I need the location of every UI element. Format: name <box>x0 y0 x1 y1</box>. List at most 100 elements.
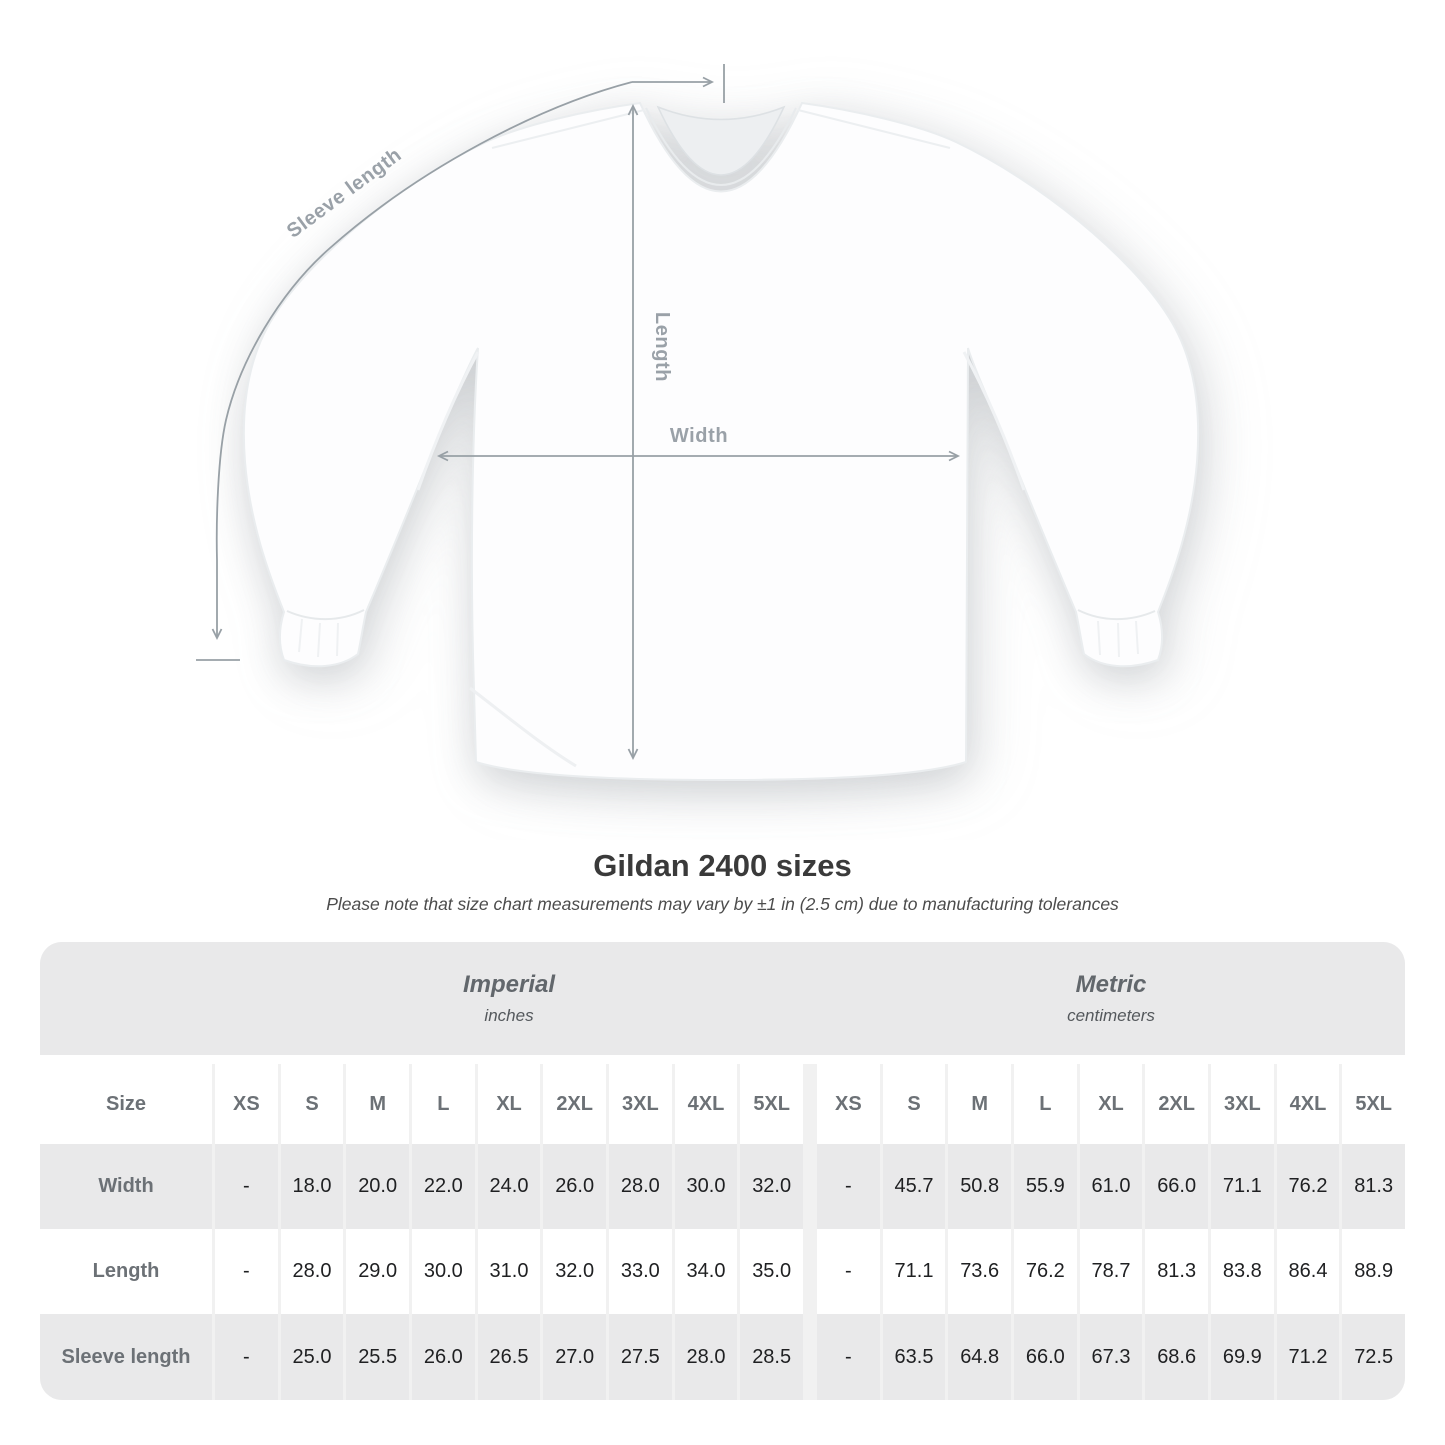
table-cell: 28.5 <box>740 1314 803 1400</box>
sleeve-length-arrow-diagonal <box>211 81 633 641</box>
table-cell: 22.0 <box>412 1144 475 1229</box>
long-sleeve-shirt-diagram: Sleeve length Length Width <box>196 64 1200 782</box>
size-header-imperial: S <box>280 1064 344 1144</box>
table-cell: 27.5 <box>609 1314 672 1400</box>
table-cell: - <box>215 1229 278 1314</box>
table-cell: 32.0 <box>543 1229 606 1314</box>
size-header-imperial: 4XL <box>674 1064 738 1144</box>
table-cell: - <box>817 1314 880 1400</box>
table-cell: 66.0 <box>1145 1144 1208 1229</box>
table-cell: 28.0 <box>674 1314 738 1400</box>
size-header-metric: 3XL <box>1211 1064 1274 1144</box>
table-cell: 26.0 <box>543 1144 606 1229</box>
table-cell: 81.3 <box>1342 1144 1405 1229</box>
row-label-sleeve-length: Sleeve length <box>40 1314 212 1400</box>
band-separator <box>40 1055 1405 1064</box>
row-label-length: Length <box>40 1229 212 1314</box>
table-cell: 64.8 <box>948 1314 1011 1400</box>
size-column-header: Size <box>40 1064 212 1144</box>
imperial-group-header: Imperial inches <box>215 942 803 1055</box>
table-cell: 32.0 <box>740 1144 803 1229</box>
size-chart-table: Imperial inches Metric centimeters Size … <box>40 942 1405 1400</box>
table-cell: - <box>817 1229 880 1314</box>
table-cell: - <box>215 1144 278 1229</box>
table-cell: 35.0 <box>740 1229 803 1314</box>
measurement-annotations <box>196 64 961 761</box>
table-cell: 71.2 <box>1276 1314 1340 1400</box>
size-header-imperial: 5XL <box>740 1064 803 1144</box>
table-cell: 27.0 <box>543 1314 606 1400</box>
table-cell: 29.0 <box>346 1229 409 1314</box>
shoulder-seam-left <box>491 109 645 149</box>
table-cell: 33.0 <box>609 1229 672 1314</box>
table-cell: 18.0 <box>280 1144 344 1229</box>
table-cell: 73.6 <box>948 1229 1011 1314</box>
table-cell: 88.9 <box>1342 1229 1405 1314</box>
metric-unit: centimeters <box>1067 1006 1155 1025</box>
table-cell: 25.0 <box>280 1314 344 1400</box>
size-header-imperial: 2XL <box>543 1064 606 1144</box>
table-cell: 78.7 <box>1079 1229 1143 1314</box>
table-cell: 28.0 <box>609 1144 672 1229</box>
size-header-metric: S <box>882 1064 946 1144</box>
cuff-ribs-left <box>298 618 339 658</box>
table-cell: 63.5 <box>882 1314 946 1400</box>
size-header-imperial: XL <box>477 1064 541 1144</box>
size-header-metric: XS <box>817 1064 880 1144</box>
size-header-metric: 5XL <box>1342 1064 1405 1144</box>
size-header-imperial: M <box>346 1064 409 1144</box>
collar-seam <box>645 107 797 186</box>
table-cell: 69.9 <box>1211 1314 1274 1400</box>
table-cell: 45.7 <box>882 1144 946 1229</box>
length-label: Length <box>651 312 673 382</box>
size-header-metric: XL <box>1079 1064 1143 1144</box>
collar-opening <box>656 105 786 176</box>
table-cell: 30.0 <box>674 1144 738 1229</box>
table-cell: 86.4 <box>1276 1229 1340 1314</box>
table-cell: 28.0 <box>280 1229 344 1314</box>
row-label-width: Width <box>40 1144 212 1229</box>
metric-label: Metric <box>1075 971 1147 998</box>
table-cell: 31.0 <box>477 1229 541 1314</box>
size-header-imperial: 3XL <box>609 1064 672 1144</box>
table-cell: 72.5 <box>1342 1314 1405 1400</box>
size-header-metric: 2XL <box>1145 1064 1208 1144</box>
cuff-seam-left <box>286 609 365 621</box>
size-header-metric: M <box>948 1064 1011 1144</box>
table-cell: 34.0 <box>674 1229 738 1314</box>
cuff-seam-right <box>1077 609 1156 621</box>
table-cell: 81.3 <box>1145 1229 1208 1314</box>
table-cell: 76.2 <box>1276 1144 1340 1229</box>
shirt-silhouette <box>242 101 1200 782</box>
cuff-ribs-right <box>1097 620 1139 658</box>
table-cell: 30.0 <box>412 1229 475 1314</box>
width-label: Width <box>670 425 728 447</box>
body-crease <box>469 686 577 768</box>
tolerance-note: Please note that size chart measurements… <box>326 894 1119 914</box>
table-cell: 71.1 <box>1211 1144 1274 1229</box>
unit-split-spacer <box>806 1144 814 1229</box>
table-cell: 71.1 <box>882 1229 946 1314</box>
shirt-illustration <box>242 101 1200 782</box>
size-header-imperial: L <box>412 1064 475 1144</box>
table-cell: 66.0 <box>1014 1314 1077 1400</box>
underarm-crease-right <box>962 351 1026 491</box>
table-cell: 26.0 <box>412 1314 475 1400</box>
size-header-metric: L <box>1014 1064 1077 1144</box>
table-cell: 61.0 <box>1079 1144 1143 1229</box>
table-cell: 50.8 <box>948 1144 1011 1229</box>
imperial-label: Imperial <box>462 971 556 998</box>
table-cell: 67.3 <box>1079 1314 1143 1400</box>
table-cell: 76.2 <box>1014 1229 1077 1314</box>
underarm-crease-left <box>416 351 480 491</box>
unit-split-spacer <box>806 1064 814 1144</box>
size-header-imperial: XS <box>215 1064 278 1144</box>
unit-split-spacer <box>806 1229 814 1314</box>
table-cell: 24.0 <box>477 1144 541 1229</box>
table-cell: 68.6 <box>1145 1314 1208 1400</box>
imperial-unit: inches <box>484 1006 534 1025</box>
table-cell: 55.9 <box>1014 1144 1077 1229</box>
table-cell: 83.8 <box>1211 1229 1274 1314</box>
page-title: Gildan 2400 sizes <box>593 848 852 883</box>
